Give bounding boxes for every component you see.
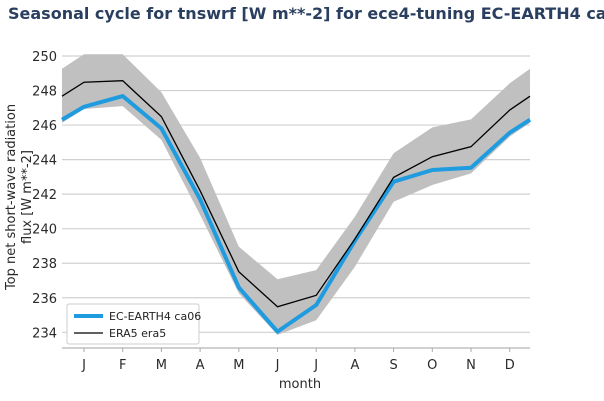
y-tick-label: 250	[32, 50, 57, 65]
chart-title: Seasonal cycle for tnswrf [W m**-2] for …	[8, 4, 604, 23]
x-axis-label: month	[279, 377, 321, 392]
y-tick-label: 246	[32, 119, 57, 134]
y-tick-label: 244	[32, 154, 57, 169]
legend-label-ec-earth4: EC-EARTH4 ca06	[109, 310, 201, 323]
x-tick-label: D	[505, 358, 515, 373]
y-tick-label: 234	[32, 326, 57, 341]
legend-label-era5: ERA5 era5	[109, 327, 166, 340]
series-line-era5	[61, 80, 531, 308]
y-tick-label: 242	[32, 188, 57, 203]
y-tick-label: 236	[32, 292, 57, 307]
x-tick-label: M	[156, 358, 167, 373]
x-tick-label: A	[196, 358, 205, 373]
x-tick-label: J	[81, 358, 86, 373]
y-tick-label: 248	[32, 85, 57, 100]
y-tick-label: 238	[32, 257, 57, 272]
y-axis-label-line1: Top net short-wave radiation	[4, 104, 19, 291]
x-tick-label: M	[233, 358, 244, 373]
x-tick-label: S	[389, 358, 397, 373]
series-line-ec-earth4	[60, 94, 532, 334]
x-tick-label: N	[466, 358, 476, 373]
x-tick-label: J	[313, 358, 318, 373]
x-tick-label: F	[119, 358, 126, 373]
x-tick-label: A	[350, 358, 359, 373]
x-tick-label: J	[275, 358, 280, 373]
y-axis-label-line2: flux [W m**-2]	[20, 150, 35, 244]
x-tick-label: O	[427, 358, 437, 373]
spread-band	[62, 54, 530, 335]
y-tick-label: 240	[32, 223, 57, 238]
